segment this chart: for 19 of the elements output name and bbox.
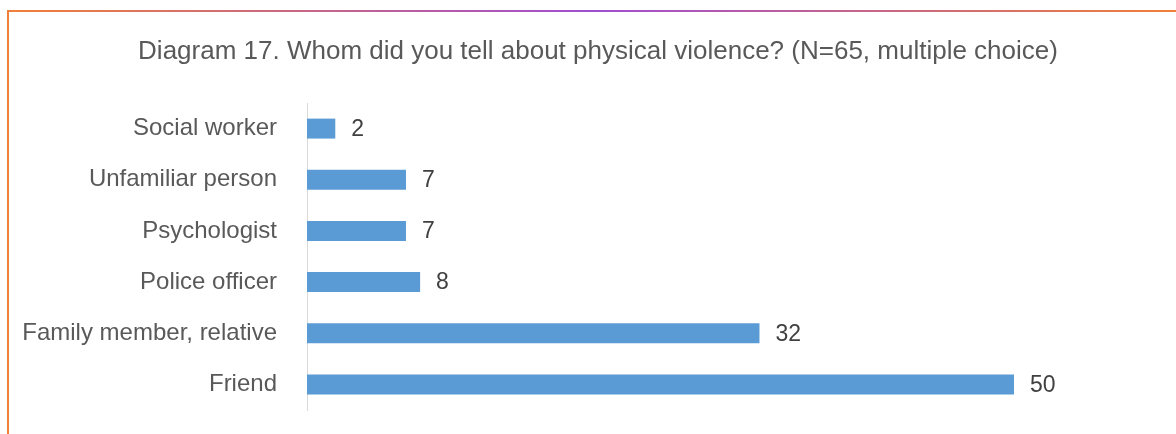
bar [307,374,1014,395]
bar [307,169,406,190]
bar [307,220,406,241]
data-label: 7 [421,217,435,244]
bar [307,323,760,344]
data-label: 32 [775,319,802,346]
data-label: 8 [436,268,449,295]
data-label: 2 [351,114,365,141]
y-tick-label: Police officer [140,266,277,294]
y-tick-label: Unfamiliar person [88,164,277,192]
y-tick-label: Friend [208,369,277,397]
y-tick-label: Social worker [132,113,278,141]
bar [307,272,421,293]
data-label: 50 [1030,370,1056,397]
y-tick-label: Family member, relative [22,317,277,345]
bar [307,118,336,139]
y-tick-label: Psychologist [142,215,278,243]
data-label: 7 [421,166,435,193]
chart-title: Diagram 17. Whom did you tell about physical violence? (N=65, multiple choice) [137,35,1059,65]
